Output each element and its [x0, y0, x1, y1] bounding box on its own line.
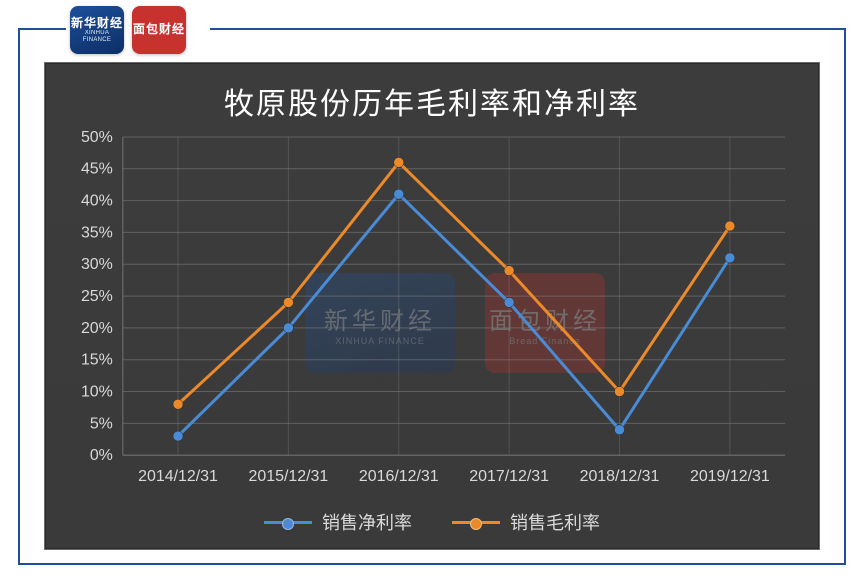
- plot-area: 0% 5% 10% 15% 20% 25% 30% 35% 40% 45% 50% 2014/12/3…: [65, 127, 799, 489]
- xinhua-finance-logo: 新华财经 XINHUA FINANCE: [70, 6, 124, 54]
- logo-strip: 新华财经 XINHUA FINANCE 面包财经: [70, 6, 186, 54]
- svg-text:2017/12/31: 2017/12/31: [469, 468, 549, 485]
- svg-text:2016/12/31: 2016/12/31: [359, 468, 439, 485]
- svg-text:45%: 45%: [81, 161, 113, 178]
- svg-text:10%: 10%: [81, 384, 113, 401]
- chart-title: 牧原股份历年毛利率和净利率: [45, 79, 819, 123]
- legend-label-net-margin: 销售净利率: [322, 509, 412, 535]
- outer-frame-top-right: [210, 28, 846, 30]
- legend-item-net-margin: 销售净利率: [264, 509, 412, 535]
- svg-text:2015/12/31: 2015/12/31: [248, 468, 328, 485]
- svg-text:2014/12/31: 2014/12/31: [138, 468, 218, 485]
- outer-frame-top-left: [18, 28, 66, 30]
- legend-swatch-net-margin: [264, 521, 312, 524]
- svg-text:2018/12/31: 2018/12/31: [580, 468, 660, 485]
- chart-panel: 牧原股份历年毛利率和净利率 新华财经 XINHUA FINANCE 面包财经 B…: [44, 62, 820, 550]
- svg-text:25%: 25%: [81, 288, 113, 305]
- svg-text:0%: 0%: [90, 447, 113, 464]
- outer-frame-left: [18, 28, 20, 565]
- svg-text:20%: 20%: [81, 320, 113, 337]
- legend-swatch-gross-margin: [452, 521, 500, 524]
- svg-text:50%: 50%: [81, 129, 113, 146]
- mianbao-logo-cn: 面包财经: [133, 23, 185, 36]
- svg-text:30%: 30%: [81, 256, 113, 273]
- mianbao-finance-logo: 面包财经: [132, 6, 186, 54]
- svg-text:5%: 5%: [90, 415, 113, 432]
- svg-text:40%: 40%: [81, 193, 113, 210]
- legend: 销售净利率 销售毛利率: [45, 509, 819, 535]
- legend-label-gross-margin: 销售毛利率: [510, 509, 600, 535]
- svg-text:2019/12/31: 2019/12/31: [690, 468, 770, 485]
- svg-text:15%: 15%: [81, 352, 113, 369]
- line-chart-svg: 0% 5% 10% 15% 20% 25% 30% 35% 40% 45% 50% 2014/12/3…: [65, 127, 799, 489]
- xinhua-logo-cn: 新华财经: [71, 17, 123, 30]
- legend-item-gross-margin: 销售毛利率: [452, 509, 600, 535]
- xinhua-logo-en: XINHUA FINANCE: [70, 30, 124, 43]
- svg-text:35%: 35%: [81, 224, 113, 241]
